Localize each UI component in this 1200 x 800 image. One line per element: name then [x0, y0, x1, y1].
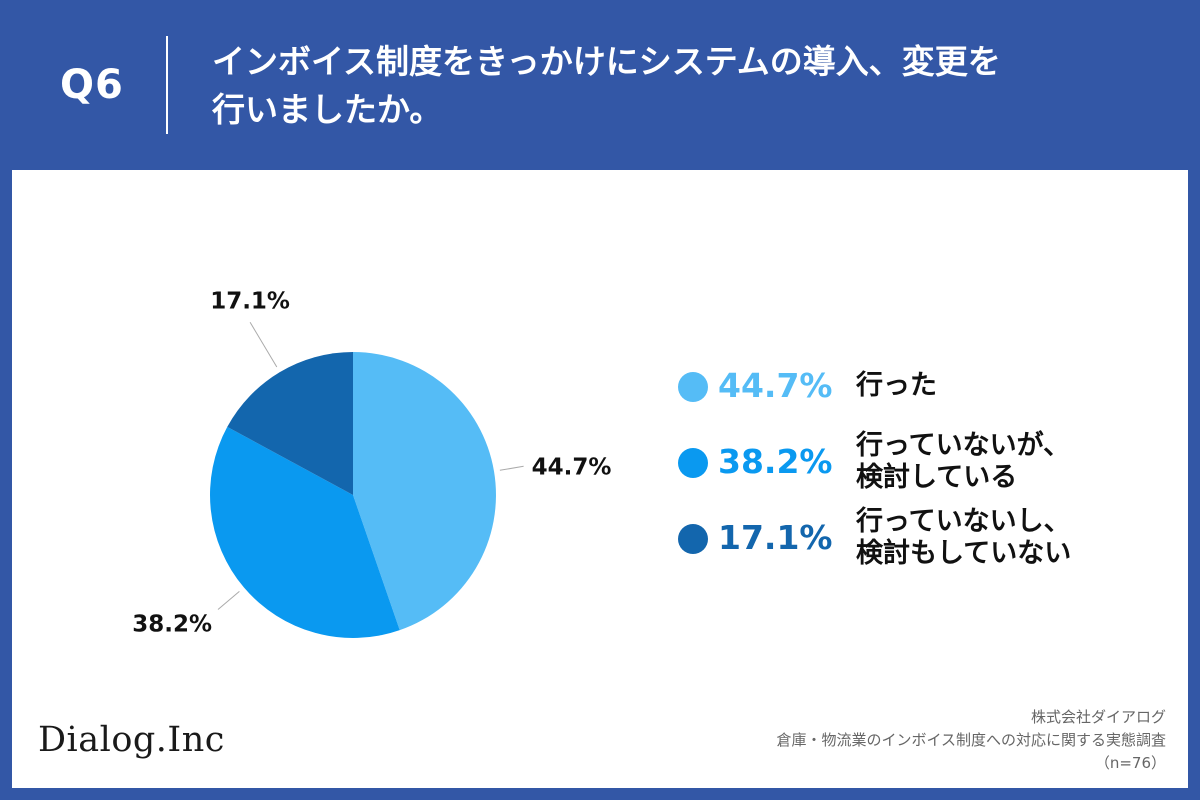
legend-percent: 44.7% [718, 366, 833, 405]
source-company: 株式会社ダイアログ [1030, 708, 1166, 726]
legend-label-line1: 行っていないし、 [856, 506, 1071, 537]
header: Q6 インボイス制度をきっかけにシステムの導入、変更を 行いましたか。 [0, 0, 1200, 170]
pie-leader-line [217, 591, 240, 610]
legend-item-considering: 38.2% 行っていないが、 検討している [678, 430, 1158, 500]
legend-dot-icon [678, 448, 708, 478]
question-title: インボイス制度をきっかけにシステムの導入、変更を 行いましたか。 [212, 38, 1112, 134]
pie-data-label: 17.1% [210, 288, 290, 314]
legend-item-done: 44.7% 行った [678, 358, 1158, 428]
question-title-line1: インボイス制度をきっかけにシステムの導入、変更を [212, 42, 1001, 81]
legend-label: 行った [856, 370, 937, 402]
legend-label: 行っていないが、 検討している [856, 430, 1070, 494]
legend-label-line1: 行った [856, 370, 937, 401]
question-number: Q6 [60, 62, 124, 108]
pie-leader-line [249, 322, 278, 368]
header-divider [166, 36, 168, 134]
pie-slice-considering [210, 426, 400, 638]
legend-label-line2: 検討もしていない [856, 538, 1072, 569]
pie-chart: 44.7% 38.2% 17.1% [132, 288, 612, 638]
legend-percent: 38.2% [718, 442, 833, 481]
pie-data-label: 38.2% [132, 612, 212, 638]
pie-slice-not-considering [227, 352, 353, 495]
pie-data-label: 44.7% [532, 454, 612, 480]
source-note: 株式会社ダイアログ 倉庫・物流業のインボイス制度への対応に関する実態調査 （n=… [646, 706, 1166, 775]
legend-item-not-considering: 17.1% 行っていないし、 検討もしていない [678, 506, 1158, 576]
legend-percent: 17.1% [718, 518, 833, 557]
question-title-line2: 行いましたか。 [212, 90, 443, 129]
legend-label-line2: 検討している [856, 462, 1018, 493]
company-logo: Dialog.Inc [38, 720, 225, 760]
legend-label: 行っていないし、 検討もしていない [856, 506, 1071, 570]
pie-slice-done [353, 352, 496, 631]
source-sample: （n=76） [1094, 754, 1166, 772]
pie-leader-line [499, 465, 524, 471]
legend-dot-icon [678, 524, 708, 554]
source-survey: 倉庫・物流業のインボイス制度への対応に関する実態調査 [776, 731, 1166, 749]
legend-dot-icon [678, 372, 708, 402]
legend-label-line1: 行っていないが、 [856, 430, 1071, 461]
chart-panel: 44.7% 38.2% 17.1% 44.7% 行った 38.2% 行っていないが、… [12, 170, 1188, 788]
